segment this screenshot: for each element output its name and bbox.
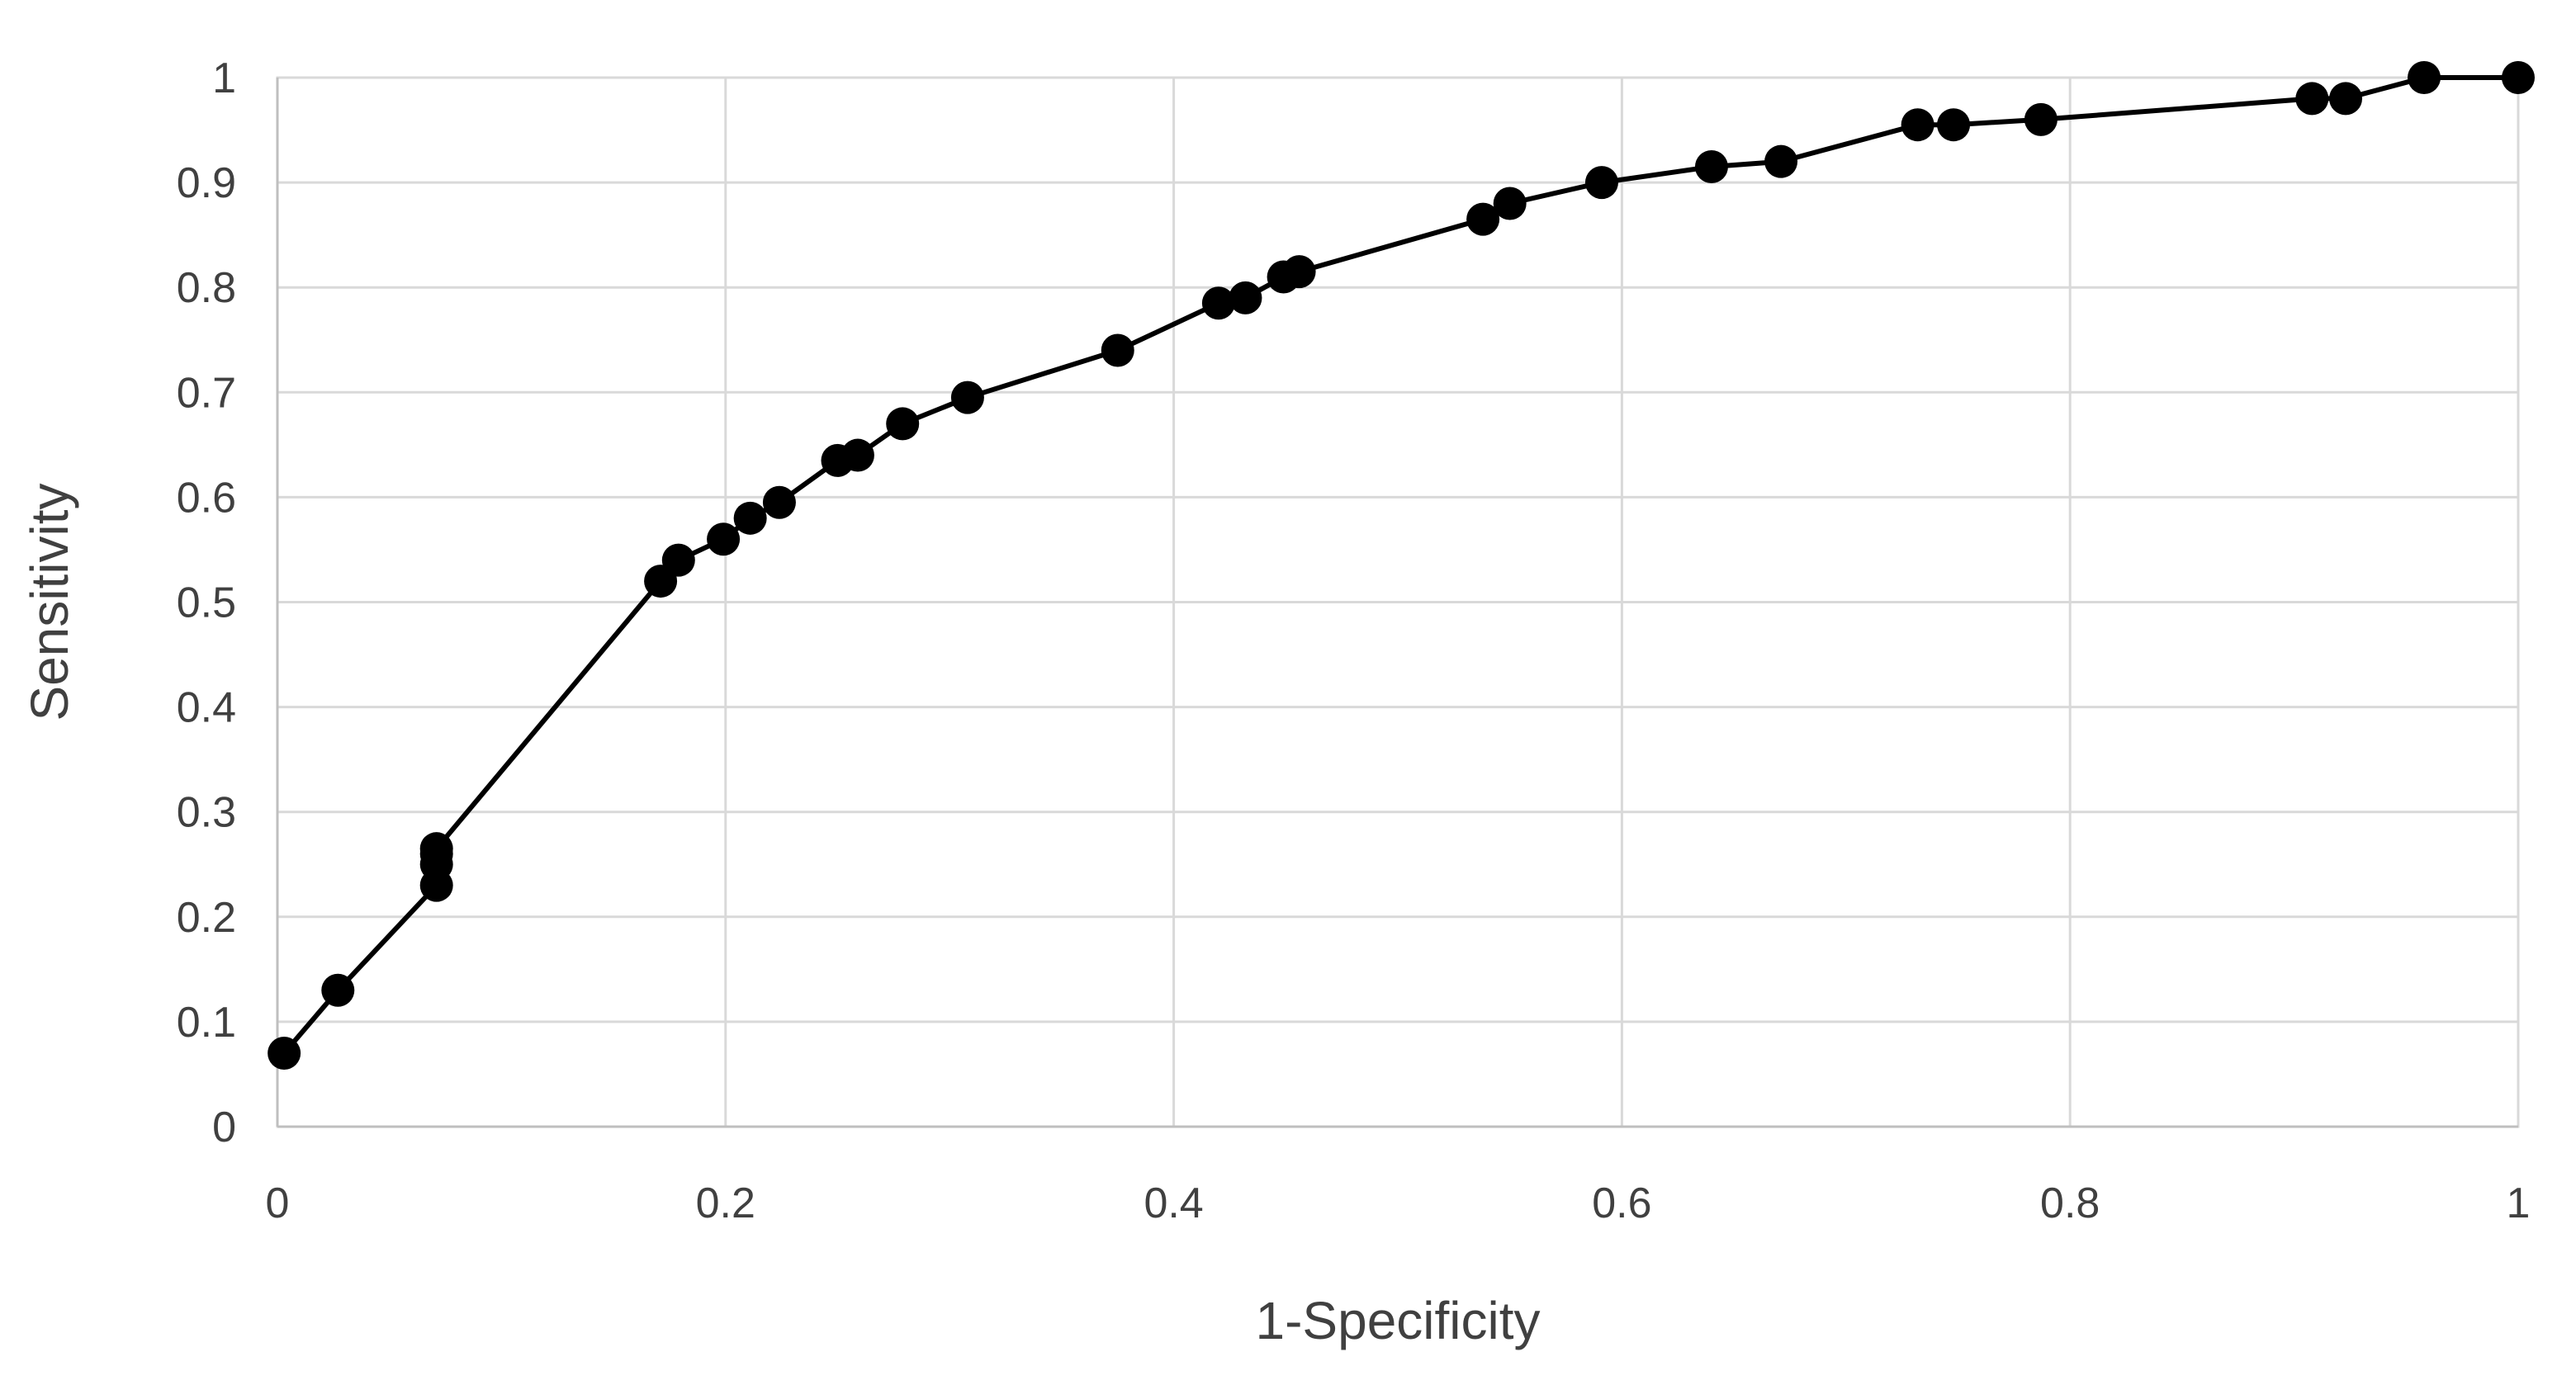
roc-point bbox=[2329, 82, 2363, 116]
roc-point bbox=[1764, 144, 1798, 178]
roc-point bbox=[1466, 202, 1500, 236]
roc-point bbox=[1282, 255, 1316, 289]
axis-layer bbox=[276, 78, 2518, 1128]
x-tick-label: 0.6 bbox=[1592, 1179, 1651, 1227]
series-layer bbox=[268, 61, 2535, 1071]
x-tick-label: 1 bbox=[2507, 1179, 2531, 1227]
y-tick-label: 0.6 bbox=[177, 474, 236, 522]
roc-point bbox=[707, 522, 741, 556]
roc-curve-line bbox=[282, 75, 2521, 1056]
y-tick-label: 0.9 bbox=[177, 159, 236, 207]
y-tick-label: 0.2 bbox=[177, 894, 236, 942]
roc-point bbox=[2408, 61, 2441, 94]
roc-point bbox=[886, 407, 920, 441]
y-tick-label: 0.1 bbox=[177, 999, 236, 1047]
roc-point bbox=[2295, 82, 2329, 116]
roc-point bbox=[733, 501, 767, 535]
y-tick-label: 0.8 bbox=[177, 264, 236, 312]
roc-point bbox=[1201, 286, 1235, 320]
roc-point bbox=[321, 973, 355, 1007]
grid-layer bbox=[277, 76, 2520, 1127]
roc-point bbox=[1101, 333, 1134, 367]
x-axis-title: 1-Specificity bbox=[1256, 1291, 1541, 1350]
y-tick-label: 0.5 bbox=[177, 579, 236, 627]
x-tick-label: 0 bbox=[266, 1179, 290, 1227]
roc-point bbox=[2502, 61, 2535, 94]
roc-point bbox=[950, 381, 984, 414]
roc-point bbox=[2024, 102, 2057, 136]
roc-point bbox=[1901, 108, 1934, 142]
y-axis-title: Sensitivity bbox=[20, 483, 79, 721]
roc-point bbox=[1229, 281, 1262, 314]
roc-point bbox=[268, 1037, 301, 1071]
y-tick-label: 0.7 bbox=[177, 369, 236, 417]
y-tick-label: 0.4 bbox=[177, 684, 236, 732]
roc-point bbox=[762, 485, 796, 519]
tick-labels: 0 0.1 0.2 0.3 0.4 0.5 0.6 0.7 0.8 0.9 1 0 0.2 0.4 0.6 0… bbox=[177, 54, 2531, 1227]
x-tick-label: 0.4 bbox=[1144, 1179, 1203, 1227]
y-tick-label: 1 bbox=[212, 54, 236, 102]
roc-point bbox=[841, 438, 874, 472]
roc-point bbox=[1937, 108, 1971, 142]
roc-point bbox=[1584, 166, 1618, 200]
x-tick-label: 0.8 bbox=[2040, 1179, 2100, 1227]
y-tick-label: 0.3 bbox=[177, 789, 236, 837]
roc-point bbox=[661, 543, 695, 577]
y-tick-label: 0 bbox=[212, 1104, 236, 1151]
x-tick-label: 0.2 bbox=[696, 1179, 755, 1227]
roc-point bbox=[1694, 150, 1728, 184]
roc-point bbox=[419, 832, 453, 866]
roc-point bbox=[1493, 187, 1527, 220]
